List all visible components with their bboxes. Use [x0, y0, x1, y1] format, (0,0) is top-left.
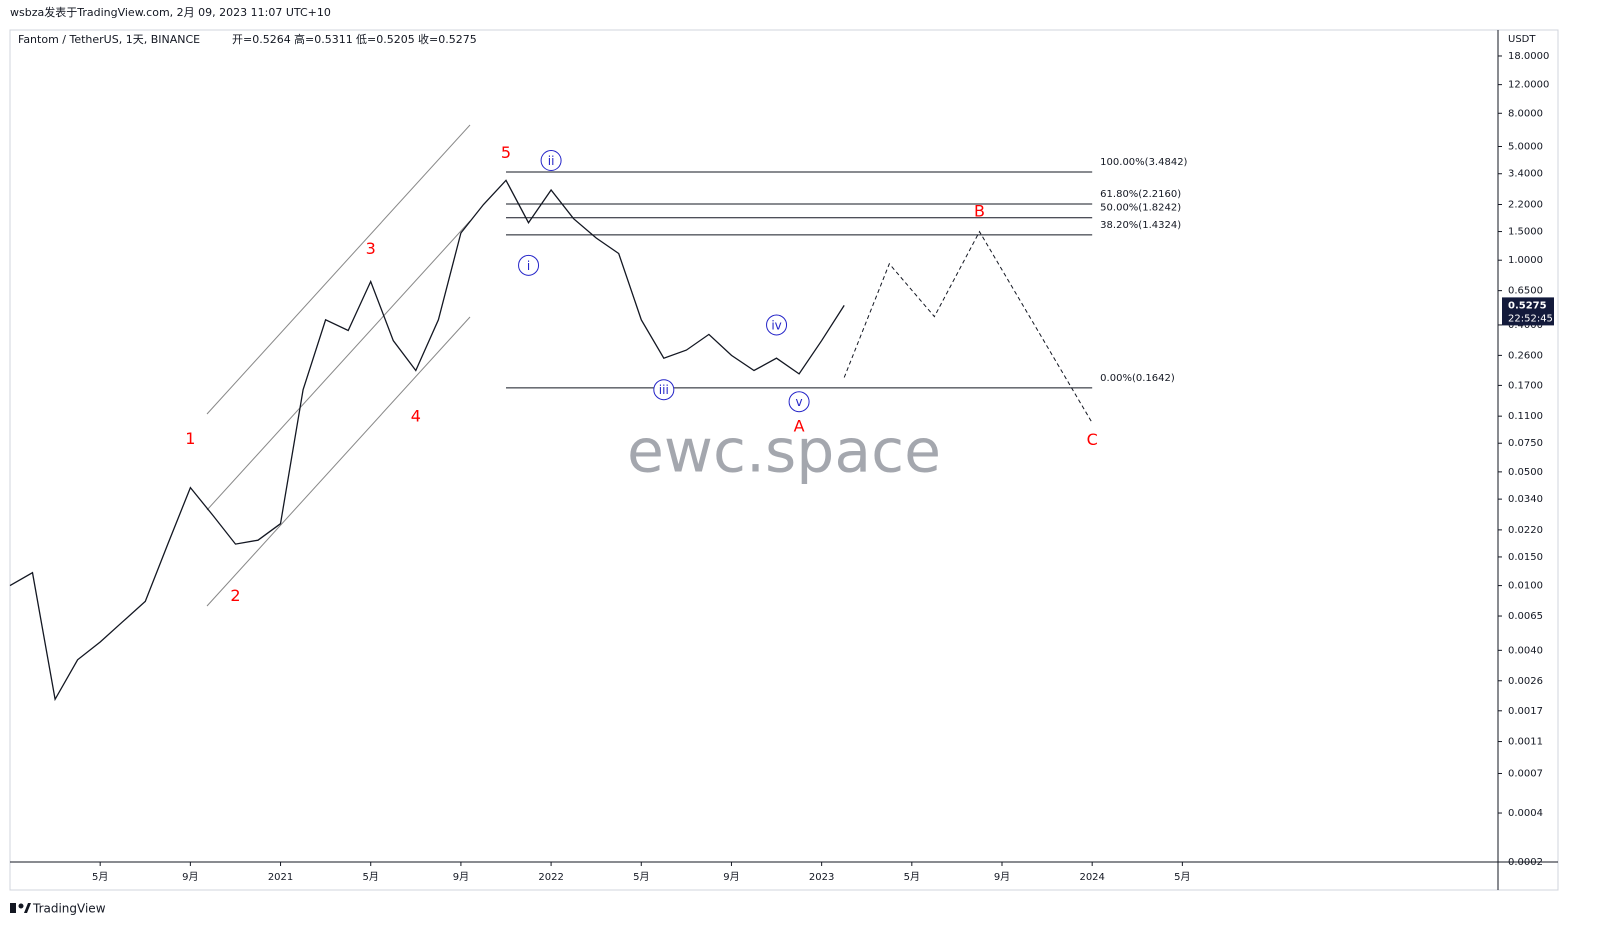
y-tick-label: 8.0000	[1508, 108, 1543, 119]
wave-label: B	[974, 202, 985, 221]
wave-circle	[540, 150, 562, 172]
wave-label: 4	[411, 407, 421, 426]
wave-label: iv	[766, 314, 788, 336]
x-tick-label: 2022	[538, 872, 563, 883]
channel-line	[206, 316, 471, 607]
wave-circle	[766, 314, 788, 336]
y-tick-label: 18.0000	[1508, 51, 1549, 62]
channel-line	[206, 220, 471, 511]
y-tick-label: 0.0026	[1508, 676, 1543, 687]
wave-circle	[653, 379, 675, 401]
y-tick-label: 0.2600	[1508, 350, 1543, 361]
y-tick-label: 0.0002	[1508, 857, 1543, 868]
wave-label: 3	[366, 239, 376, 258]
ohlc-value: 低=0.5205	[356, 33, 415, 46]
wave-text: 5	[501, 143, 511, 162]
y-tick-label: 0.0100	[1508, 581, 1543, 592]
x-tick-label: 2021	[268, 872, 293, 883]
y-tick-label: 3.4000	[1508, 169, 1543, 180]
wave-circle	[788, 391, 810, 413]
wave-circle	[518, 254, 540, 276]
channel-line	[206, 124, 471, 415]
wave-label: ii	[540, 150, 562, 172]
frame	[9, 29, 1559, 891]
y-tick-label: 0.1700	[1508, 380, 1543, 391]
x-tick-label: 5月	[92, 871, 108, 883]
footer-brand: TradingView	[32, 902, 106, 916]
wave-text: A	[794, 416, 805, 435]
y-tick-label: 1.5000	[1508, 227, 1543, 238]
countdown: 22:52:45	[1508, 313, 1553, 324]
y-tick-label: 0.4000	[1508, 320, 1543, 331]
ohlc-value: 收=0.5275	[418, 32, 477, 46]
y-tick-label: 2.2000	[1508, 199, 1543, 210]
wave-label: A	[794, 416, 805, 435]
x-tick-label: 9月	[994, 871, 1010, 883]
currency: USDT	[1508, 34, 1536, 45]
fib-label: 50.00%(1.8242)	[1100, 203, 1181, 214]
y-tick-label: 0.0220	[1508, 525, 1543, 536]
y-tick-label: 0.1100	[1508, 411, 1543, 422]
x-tick-label: 5月	[633, 871, 649, 883]
y-tick-label: 0.0500	[1508, 467, 1543, 478]
y-tick-label: 0.6500	[1508, 286, 1543, 297]
y-tick-label: 0.0004	[1508, 808, 1543, 819]
y-tick-label: 0.0150	[1508, 552, 1543, 563]
price-line	[9, 179, 845, 702]
wave-text: 1	[185, 429, 195, 448]
y-tick-label: 12.0000	[1508, 80, 1549, 91]
y-tick-label: 0.0750	[1508, 438, 1543, 449]
y-tick-label: 1.0000	[1508, 255, 1543, 266]
last-price-tag	[1502, 297, 1554, 326]
projection-line	[843, 230, 1093, 424]
x-tick-label: 9月	[453, 871, 469, 883]
wave-label: 2	[230, 586, 240, 605]
x-tick-label: 2023	[809, 872, 834, 883]
chart-title: Fantom / TetherUS, 1天, BINANCE	[18, 33, 200, 46]
wave-text: iv	[771, 318, 781, 332]
wave-text: 2	[230, 586, 240, 605]
wave-text: B	[974, 202, 985, 221]
header: wsbza发表于TradingView.com, 2月 09, 2023 11:…	[10, 5, 331, 19]
wave-text: ii	[548, 154, 555, 168]
wave-label: v	[788, 391, 810, 413]
y-tick-label: 0.0011	[1508, 737, 1543, 748]
fib-label: 38.20%(1.4324)	[1100, 220, 1181, 231]
wave-text: C	[1087, 430, 1098, 449]
x-tick-label: 9月	[723, 871, 739, 883]
wave-label: iii	[653, 379, 675, 401]
fib-label: 61.80%(2.2160)	[1100, 189, 1181, 200]
y-tick-label: 0.0065	[1508, 611, 1543, 622]
y-tick-label: 5.0000	[1508, 141, 1543, 152]
x-tick-label: 2024	[1079, 872, 1104, 883]
ohlc-value: 高=0.5311	[294, 32, 353, 46]
y-tick-label: 0.0017	[1508, 706, 1543, 717]
y-tick-label: 0.0040	[1508, 645, 1543, 656]
logo	[10, 903, 31, 913]
fib-label: 0.00%(0.1642)	[1100, 373, 1175, 384]
fib-label: 100.00%(3.4842)	[1100, 157, 1187, 168]
wave-text: 3	[366, 239, 376, 258]
wave-text: iii	[659, 383, 669, 397]
x-tick-label: 5月	[363, 871, 379, 883]
wave-label: C	[1087, 430, 1098, 449]
ohlc-value: 开=0.5264	[232, 33, 291, 46]
x-tick-label: 5月	[1174, 871, 1190, 883]
wave-label: 5	[501, 143, 511, 162]
y-tick-label: 0.0340	[1508, 494, 1543, 505]
wave-text: i	[527, 259, 530, 273]
wave-text: 4	[411, 407, 421, 426]
wave-text: v	[796, 395, 803, 409]
x-tick-label: 5月	[904, 871, 920, 883]
watermark: ewc.space	[627, 417, 941, 487]
x-tick-label: 9月	[182, 871, 198, 883]
last-price: 0.5275	[1508, 300, 1547, 311]
wave-label: 1	[185, 429, 195, 448]
wave-label: i	[518, 254, 540, 276]
y-tick-label: 0.0007	[1508, 768, 1543, 779]
